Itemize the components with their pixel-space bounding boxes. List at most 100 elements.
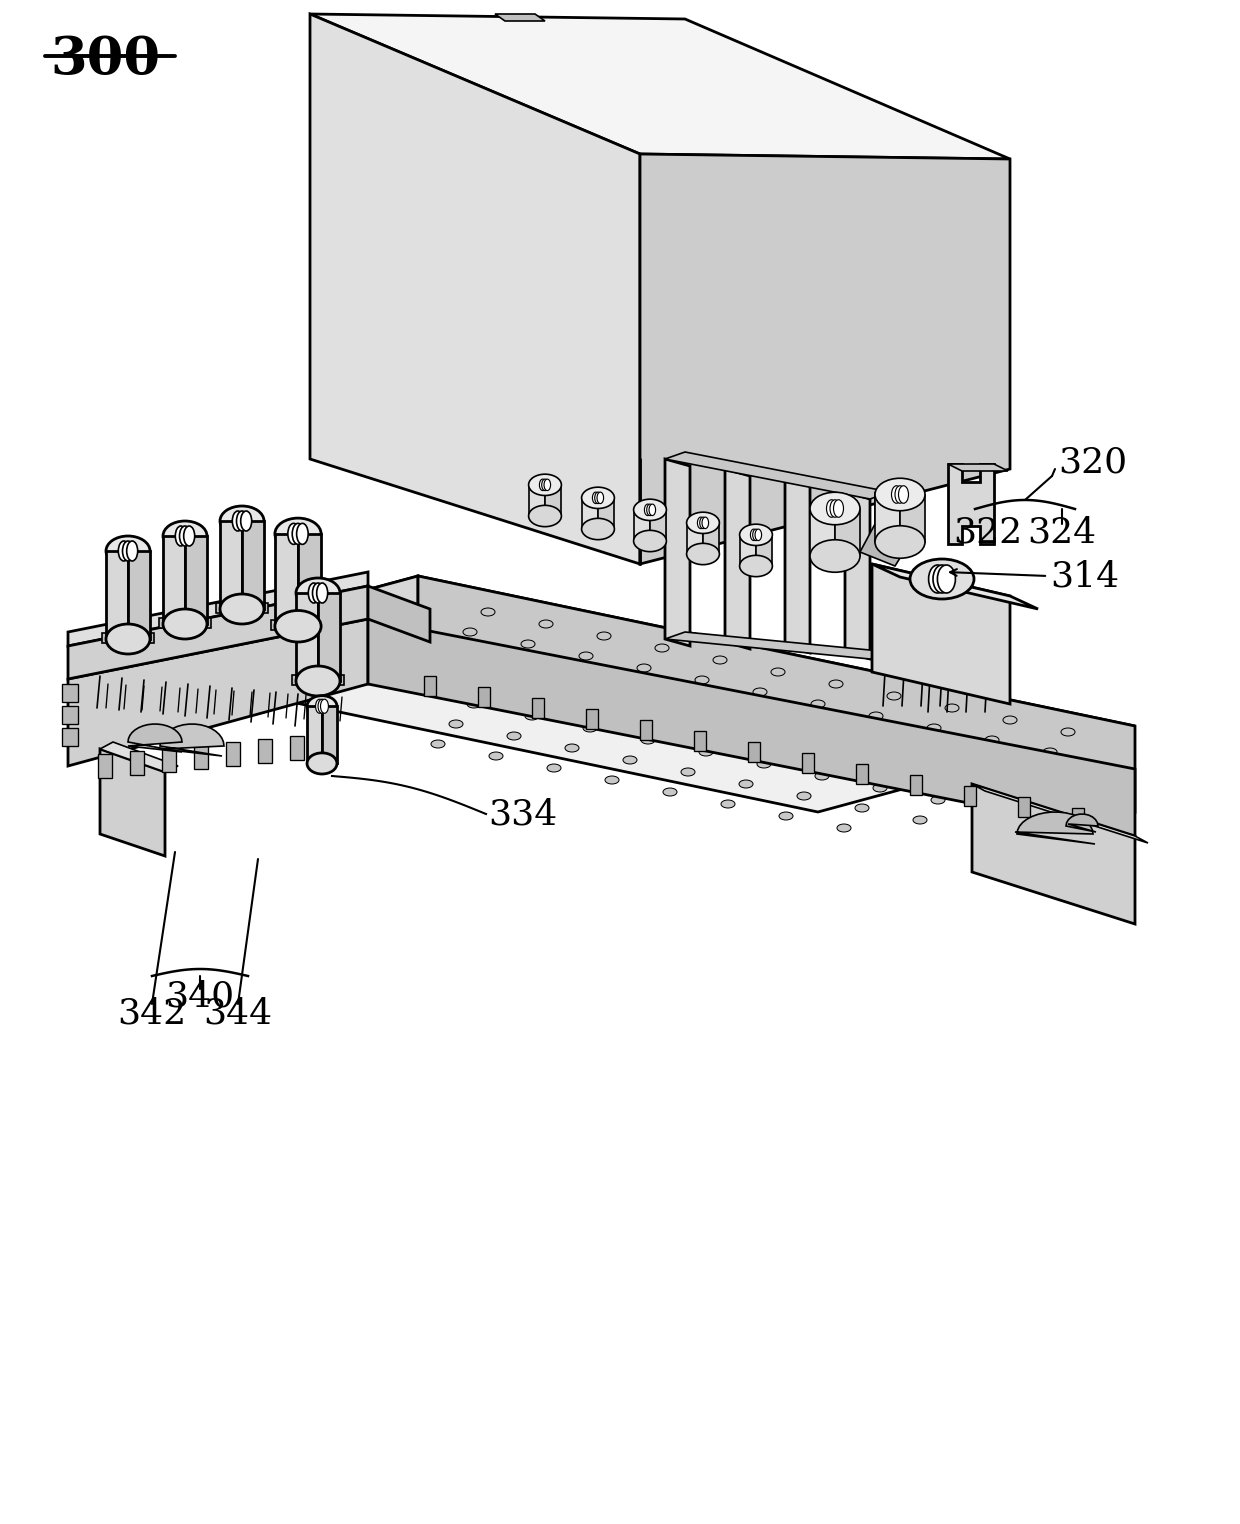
- Polygon shape: [162, 748, 176, 773]
- Polygon shape: [102, 632, 154, 643]
- Ellipse shape: [637, 664, 651, 672]
- Polygon shape: [910, 776, 923, 796]
- Ellipse shape: [634, 500, 666, 521]
- Ellipse shape: [237, 511, 248, 530]
- Ellipse shape: [180, 526, 191, 546]
- Ellipse shape: [909, 744, 923, 751]
- Ellipse shape: [851, 732, 866, 741]
- Ellipse shape: [296, 523, 309, 544]
- Ellipse shape: [985, 736, 999, 744]
- Ellipse shape: [775, 741, 789, 748]
- Ellipse shape: [432, 741, 445, 748]
- Polygon shape: [687, 523, 703, 555]
- Ellipse shape: [735, 709, 749, 716]
- Ellipse shape: [320, 700, 329, 713]
- Ellipse shape: [317, 700, 326, 713]
- Ellipse shape: [875, 526, 925, 558]
- Ellipse shape: [184, 526, 195, 546]
- Polygon shape: [368, 587, 430, 642]
- Ellipse shape: [123, 541, 134, 561]
- Polygon shape: [1018, 797, 1030, 817]
- Ellipse shape: [601, 704, 615, 712]
- Polygon shape: [546, 485, 562, 517]
- Polygon shape: [322, 706, 337, 764]
- Ellipse shape: [750, 529, 756, 541]
- Polygon shape: [100, 576, 1135, 812]
- Polygon shape: [270, 620, 325, 631]
- Ellipse shape: [949, 776, 963, 783]
- Polygon shape: [226, 742, 241, 767]
- Ellipse shape: [595, 492, 601, 503]
- Ellipse shape: [990, 808, 1003, 815]
- Ellipse shape: [694, 677, 709, 684]
- Ellipse shape: [232, 511, 243, 530]
- Polygon shape: [640, 154, 1011, 564]
- Ellipse shape: [467, 700, 481, 709]
- Ellipse shape: [1007, 788, 1021, 796]
- Ellipse shape: [895, 486, 905, 503]
- Ellipse shape: [713, 655, 727, 664]
- Ellipse shape: [756, 760, 771, 768]
- Ellipse shape: [481, 608, 495, 616]
- Ellipse shape: [544, 479, 551, 491]
- Ellipse shape: [309, 584, 320, 604]
- Ellipse shape: [543, 692, 557, 700]
- Ellipse shape: [892, 764, 905, 773]
- Text: 314: 314: [1050, 559, 1120, 593]
- Ellipse shape: [1025, 768, 1039, 776]
- Ellipse shape: [315, 700, 324, 713]
- Text: 342: 342: [118, 997, 186, 1032]
- Polygon shape: [68, 619, 368, 767]
- Polygon shape: [748, 742, 760, 762]
- Polygon shape: [100, 742, 179, 773]
- Text: 334: 334: [489, 797, 557, 831]
- Polygon shape: [739, 535, 756, 565]
- Polygon shape: [785, 479, 810, 652]
- Ellipse shape: [162, 610, 207, 639]
- Ellipse shape: [547, 764, 560, 773]
- Polygon shape: [756, 535, 773, 565]
- Polygon shape: [298, 533, 321, 626]
- Polygon shape: [130, 751, 144, 776]
- Ellipse shape: [445, 648, 459, 655]
- Polygon shape: [856, 764, 868, 783]
- Ellipse shape: [583, 724, 596, 732]
- Ellipse shape: [794, 719, 807, 728]
- Text: 320: 320: [1058, 445, 1127, 479]
- Polygon shape: [1066, 814, 1097, 832]
- Polygon shape: [159, 619, 211, 628]
- Polygon shape: [308, 706, 322, 764]
- Polygon shape: [100, 576, 418, 748]
- Ellipse shape: [797, 792, 811, 800]
- Ellipse shape: [677, 696, 691, 704]
- Polygon shape: [418, 576, 1135, 812]
- Ellipse shape: [833, 500, 843, 517]
- Ellipse shape: [528, 506, 562, 527]
- Polygon shape: [68, 587, 368, 680]
- Polygon shape: [105, 552, 128, 639]
- Ellipse shape: [655, 645, 670, 652]
- Ellipse shape: [899, 486, 909, 503]
- Polygon shape: [972, 783, 1135, 924]
- Ellipse shape: [296, 666, 340, 696]
- Polygon shape: [582, 498, 598, 529]
- Ellipse shape: [582, 488, 614, 509]
- Ellipse shape: [296, 578, 340, 608]
- Polygon shape: [185, 536, 207, 623]
- Text: 300: 300: [50, 34, 160, 85]
- Ellipse shape: [485, 680, 498, 687]
- Ellipse shape: [892, 486, 901, 503]
- Ellipse shape: [293, 523, 304, 544]
- Polygon shape: [100, 748, 165, 856]
- Ellipse shape: [641, 736, 655, 744]
- Polygon shape: [872, 564, 1011, 704]
- Polygon shape: [62, 706, 78, 724]
- Polygon shape: [368, 619, 1135, 837]
- Polygon shape: [162, 536, 185, 623]
- Polygon shape: [634, 511, 650, 541]
- Ellipse shape: [275, 518, 321, 550]
- Text: 344: 344: [203, 997, 273, 1032]
- Polygon shape: [665, 459, 689, 646]
- Polygon shape: [802, 753, 813, 773]
- Ellipse shape: [755, 529, 761, 541]
